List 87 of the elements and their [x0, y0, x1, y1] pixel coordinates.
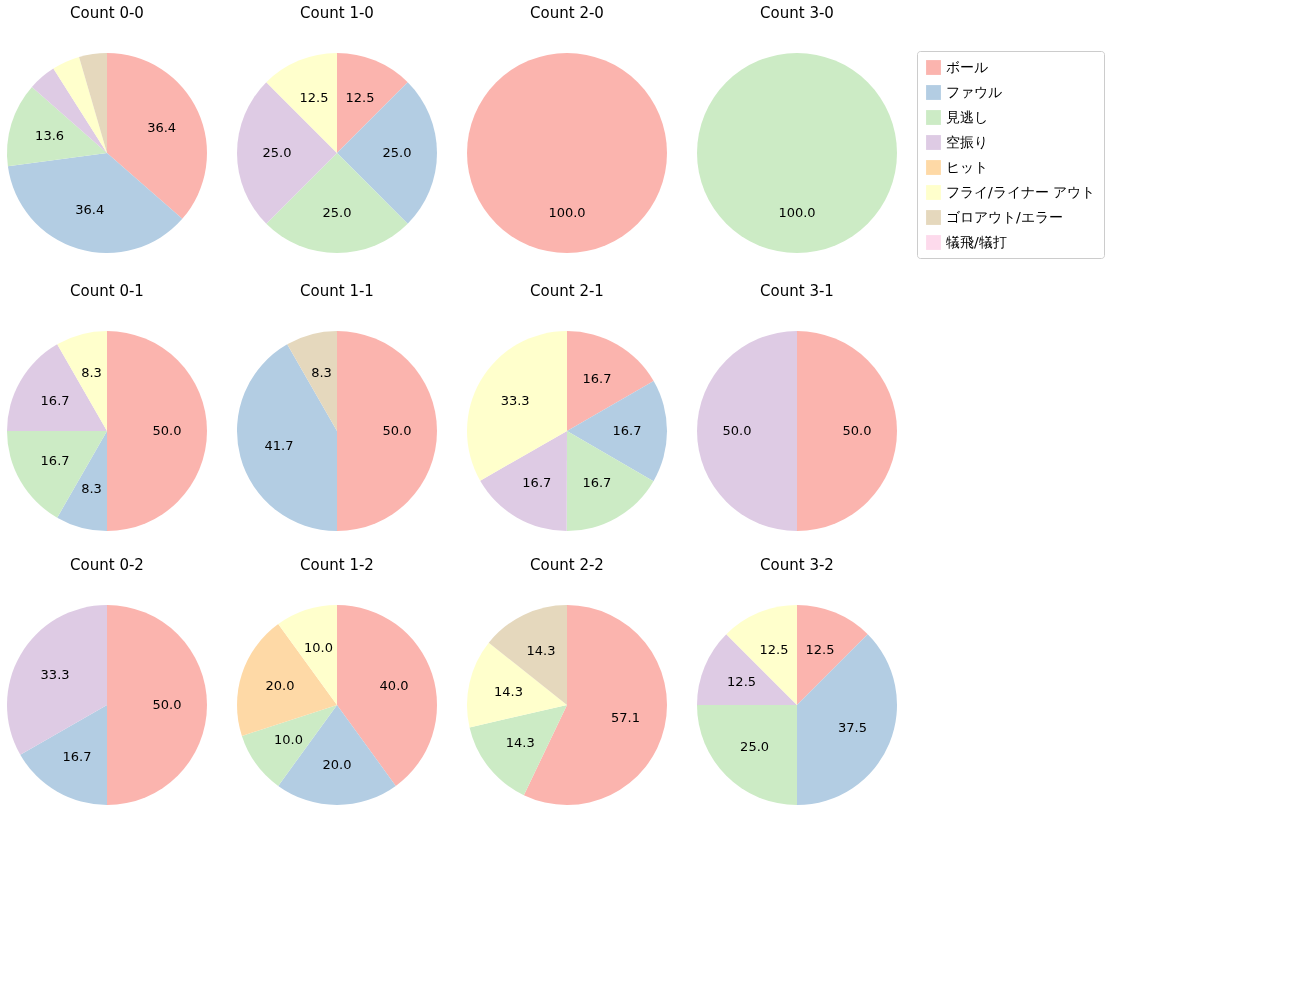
data-label: 25.0	[740, 739, 770, 755]
data-label: 12.5	[727, 674, 757, 690]
legend-label: ボール	[946, 58, 988, 75]
chart-title: Count 3-0	[760, 3, 834, 22]
data-label: 14.3	[505, 734, 535, 750]
data-label: 33.3	[40, 666, 70, 682]
pie-slice	[488, 605, 567, 705]
data-label: 12.5	[345, 89, 375, 105]
data-label: 8.3	[81, 480, 102, 496]
legend-label: 犠飛/犠打	[946, 233, 1007, 250]
pie-slice	[107, 331, 207, 531]
data-label: 50.0	[152, 423, 182, 438]
chart-title: Count 2-1	[530, 282, 604, 300]
data-label: 50.0	[382, 423, 412, 438]
legend-label: ゴロアウト/エラー	[946, 208, 1063, 225]
data-label: 40.0	[379, 678, 409, 694]
pie-slice	[107, 53, 207, 219]
chart-title: Count 3-2	[760, 556, 834, 574]
pie-slice	[7, 431, 107, 518]
chart-title: Count 0-0	[70, 4, 144, 22]
chart-title: Count 0-2	[70, 556, 144, 574]
pie-slice	[7, 344, 107, 431]
data-label: 25.0	[382, 145, 412, 160]
pie-slice	[79, 53, 107, 153]
pie-slice	[697, 705, 797, 805]
chart-title: Count 2-2	[530, 556, 604, 574]
legend-label: 空振り	[946, 133, 988, 150]
data-label: 14.3	[526, 642, 556, 658]
legend-label: ヒット	[946, 158, 988, 175]
legend-label: 見逃し	[946, 108, 988, 125]
data-label: 12.5	[299, 89, 329, 105]
data-label: 12.5	[759, 641, 789, 657]
data-label: 20.0	[322, 757, 352, 772]
data-label: 16.7	[582, 475, 612, 491]
pie-slice	[697, 634, 797, 705]
data-label: 50.0	[722, 423, 752, 438]
pie-slice	[480, 431, 567, 531]
data-label: 16.7	[522, 474, 552, 490]
data-label: 16.7	[40, 392, 70, 408]
pie-slice	[287, 331, 337, 431]
data-label: 100.0	[548, 205, 586, 220]
pie-slice	[337, 331, 437, 531]
pie-slice	[797, 605, 868, 705]
pie-slice	[20, 705, 107, 805]
pie-slice	[31, 68, 107, 153]
data-label: 57.1	[611, 710, 640, 726]
data-label: 16.7	[582, 371, 612, 387]
chart-title: Count 3-1	[760, 282, 834, 300]
data-label: 25.0	[262, 145, 292, 160]
data-label: 50.0	[152, 697, 182, 712]
data-label: 41.7	[264, 438, 294, 454]
data-label: 33.3	[500, 392, 530, 408]
data-label: 8.3	[311, 365, 332, 381]
pie-slice	[797, 634, 897, 805]
chart-title: Count 1-1	[300, 282, 374, 300]
data-label: 16.7	[612, 423, 642, 439]
data-label: 16.7	[62, 748, 92, 764]
data-label: 10.0	[273, 732, 303, 748]
legend-label: フライ/ライナー アウト	[946, 183, 1096, 200]
chart-title: Count 1-0	[300, 4, 374, 22]
data-label: 8.3	[81, 365, 102, 381]
data-label: 50.0	[842, 423, 872, 438]
data-label: 36.4	[147, 120, 177, 136]
data-label: 100.0	[778, 205, 816, 220]
chart-title: Count 1-2	[300, 556, 374, 574]
chart-title: Count 0-1	[70, 282, 144, 300]
pie-slice	[7, 86, 107, 167]
legend-label: ファウル	[946, 83, 1002, 100]
pie-slice	[697, 331, 797, 531]
data-label: 14.3	[494, 683, 523, 699]
pie-slice	[107, 605, 207, 805]
pie-slice	[467, 642, 567, 728]
data-label: 16.7	[40, 453, 70, 469]
data-label: 12.5	[805, 641, 835, 657]
chart-title: Count 2-0	[530, 4, 604, 22]
data-label: 25.0	[322, 205, 352, 220]
pie-slice	[726, 605, 797, 705]
data-label: 10.0	[303, 639, 333, 655]
data-label: 20.0	[265, 678, 295, 694]
pie-slice	[7, 153, 183, 253]
pie-slice	[797, 331, 897, 531]
pie-slice	[237, 624, 337, 736]
data-label: 13.6	[35, 127, 65, 143]
pie-slice	[237, 344, 337, 531]
data-label: 37.5	[837, 719, 867, 735]
data-label: 36.4	[75, 202, 105, 218]
pie-slice	[469, 705, 567, 796]
